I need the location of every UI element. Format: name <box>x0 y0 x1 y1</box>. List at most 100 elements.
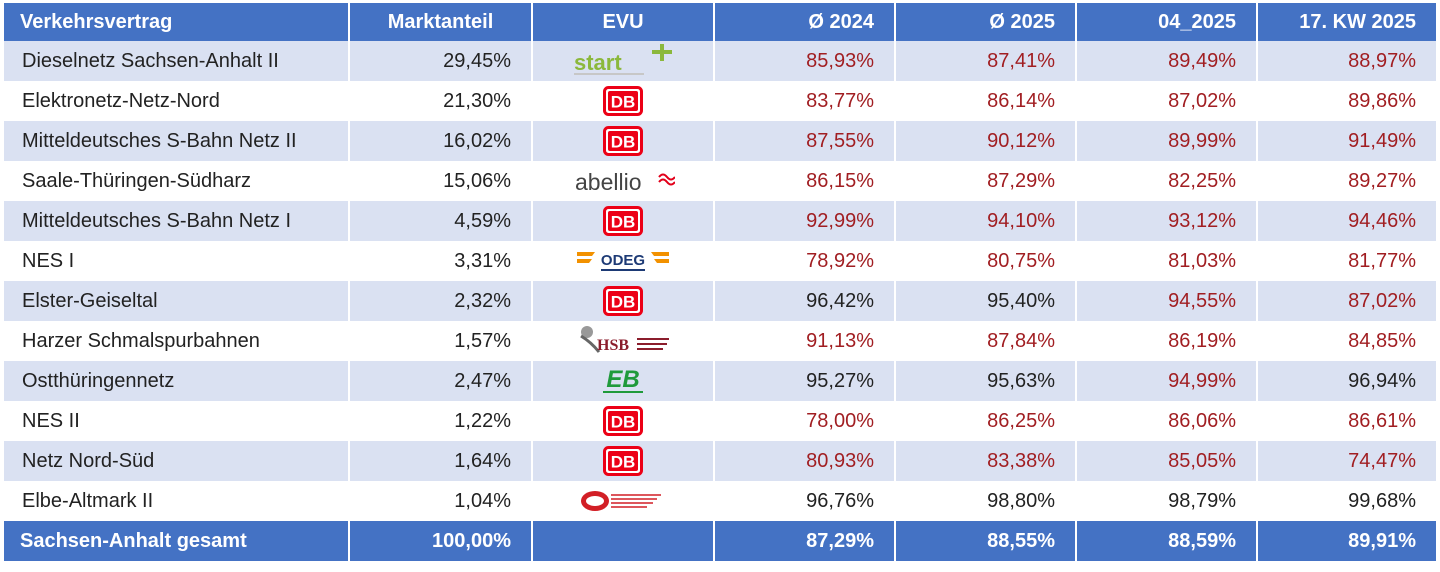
row-avg-2025: 98,80% <box>895 481 1077 521</box>
row-avg-2024: 83,77% <box>714 81 896 121</box>
table-row: Saale-Thüringen-Südharz 15,06% abellio 86,1… <box>4 161 1436 201</box>
table-row: Ostthüringennetz 2,47% EB 95,27% 95,63% 94,99… <box>4 361 1436 401</box>
row-avg-2025: 90,12% <box>895 121 1077 161</box>
db-logo-text: DB <box>611 213 636 232</box>
row-04-2025: 98,79% <box>1076 481 1258 521</box>
abellio-logo-text: abellio <box>575 169 642 195</box>
row-kw17-2025: 84,85% <box>1257 321 1436 361</box>
header-avg-2024: Ø 2024 <box>714 3 896 41</box>
evu-db-logo: DB <box>532 121 715 161</box>
row-share: 21,30% <box>349 81 533 121</box>
row-04-2025: 94,99% <box>1076 361 1258 401</box>
row-name: Netz Nord-Süd <box>4 441 350 481</box>
row-share: 15,06% <box>349 161 533 201</box>
punctuality-table: Verkehrsvertrag Marktanteil EVU Ø 2024 Ø… <box>4 3 1436 561</box>
row-name: NES I <box>4 241 350 281</box>
total-04-2025: 88,59% <box>1076 521 1258 561</box>
header-kw17-2025: 17. KW 2025 <box>1257 3 1436 41</box>
total-avg-2024: 87,29% <box>714 521 896 561</box>
db-logo-text: DB <box>611 133 636 152</box>
evu-db-logo: DB <box>532 81 715 121</box>
row-name: Mitteldeutsches S-Bahn Netz I <box>4 201 350 241</box>
evu-hans-logo <box>532 481 715 521</box>
row-share: 2,32% <box>349 281 533 321</box>
row-share: 4,59% <box>349 201 533 241</box>
row-04-2025: 93,12% <box>1076 201 1258 241</box>
row-name: Mitteldeutsches S-Bahn Netz II <box>4 121 350 161</box>
row-name: Elektronetz-Netz-Nord <box>4 81 350 121</box>
row-avg-2024: 96,76% <box>714 481 896 521</box>
row-avg-2024: 78,92% <box>714 241 896 281</box>
evu-eb-logo: EB <box>532 361 715 401</box>
header-04-2025: 04_2025 <box>1076 3 1258 41</box>
row-share: 1,57% <box>349 321 533 361</box>
table-row: Elster-Geiseltal 2,32% DB 96,42% 95,40% 94,55… <box>4 281 1436 321</box>
row-04-2025: 86,06% <box>1076 401 1258 441</box>
row-04-2025: 85,05% <box>1076 441 1258 481</box>
row-share: 1,64% <box>349 441 533 481</box>
row-avg-2024: 87,55% <box>714 121 896 161</box>
evu-hsb-logo: HSB <box>532 321 715 361</box>
evu-odeg-logo: ODEG <box>532 241 715 281</box>
row-avg-2024: 78,00% <box>714 401 896 441</box>
row-kw17-2025: 81,77% <box>1257 241 1436 281</box>
header-marktanteil: Marktanteil <box>349 3 533 41</box>
evu-db-logo: DB <box>532 201 715 241</box>
table-row: Mitteldeutsches S-Bahn Netz II 16,02% DB 87… <box>4 121 1436 161</box>
row-name: Elster-Geiseltal <box>4 281 350 321</box>
evu-db-logo: DB <box>532 441 715 481</box>
header-row: Verkehrsvertrag Marktanteil EVU Ø 2024 Ø… <box>4 3 1436 41</box>
row-avg-2025: 87,29% <box>895 161 1077 201</box>
row-name: Dieselnetz Sachsen-Anhalt II <box>4 41 350 81</box>
row-kw17-2025: 74,47% <box>1257 441 1436 481</box>
row-name: Harzer Schmalspurbahnen <box>4 321 350 361</box>
odeg-logo-text: ODEG <box>601 252 645 269</box>
row-avg-2025: 83,38% <box>895 441 1077 481</box>
total-evu <box>532 521 715 561</box>
table-row: Elektronetz-Netz-Nord 21,30% DB 83,77% 86,14… <box>4 81 1436 121</box>
evu-abellio-logo: abellio <box>532 161 715 201</box>
table-row: NES II 1,22% DB 78,00% 86,25% 86,06% 86,61% <box>4 401 1436 441</box>
row-share: 1,22% <box>349 401 533 441</box>
row-name: Ostthüringennetz <box>4 361 350 401</box>
db-logo-text: DB <box>611 93 636 112</box>
evu-db-logo: DB <box>532 401 715 441</box>
row-avg-2025: 86,14% <box>895 81 1077 121</box>
row-kw17-2025: 89,27% <box>1257 161 1436 201</box>
total-row: Sachsen-Anhalt gesamt 100,00% 87,29% 88,… <box>4 521 1436 561</box>
row-04-2025: 89,99% <box>1076 121 1258 161</box>
row-avg-2024: 80,93% <box>714 441 896 481</box>
total-avg-2025: 88,55% <box>895 521 1077 561</box>
row-share: 3,31% <box>349 241 533 281</box>
row-04-2025: 82,25% <box>1076 161 1258 201</box>
table-row: Dieselnetz Sachsen-Anhalt II 29,45% start 8… <box>4 41 1436 81</box>
table-row: Mitteldeutsches S-Bahn Netz I 4,59% DB 92,9… <box>4 201 1436 241</box>
row-avg-2024: 95,27% <box>714 361 896 401</box>
start-logo-text: start <box>574 50 622 75</box>
evu-start-logo: start <box>532 41 715 81</box>
hsb-logo-text: HSB <box>597 337 629 354</box>
row-share: 29,45% <box>349 41 533 81</box>
row-avg-2025: 87,41% <box>895 41 1077 81</box>
header-verkehrsvertrag: Verkehrsvertrag <box>4 3 350 41</box>
row-kw17-2025: 88,97% <box>1257 41 1436 81</box>
row-share: 1,04% <box>349 481 533 521</box>
row-avg-2024: 92,99% <box>714 201 896 241</box>
row-kw17-2025: 87,02% <box>1257 281 1436 321</box>
row-avg-2025: 87,84% <box>895 321 1077 361</box>
row-avg-2024: 96,42% <box>714 281 896 321</box>
row-avg-2025: 80,75% <box>895 241 1077 281</box>
row-share: 16,02% <box>349 121 533 161</box>
row-avg-2025: 95,63% <box>895 361 1077 401</box>
row-share: 2,47% <box>349 361 533 401</box>
table-row: Elbe-Altmark II 1,04% 96,76% 98,80% 98,79% 99… <box>4 481 1436 521</box>
evu-db-logo: DB <box>532 281 715 321</box>
row-kw17-2025: 91,49% <box>1257 121 1436 161</box>
db-logo-text: DB <box>611 453 636 472</box>
row-avg-2024: 86,15% <box>714 161 896 201</box>
row-04-2025: 94,55% <box>1076 281 1258 321</box>
total-kw17-2025: 89,91% <box>1257 521 1436 561</box>
row-kw17-2025: 94,46% <box>1257 201 1436 241</box>
row-04-2025: 89,49% <box>1076 41 1258 81</box>
row-kw17-2025: 96,94% <box>1257 361 1436 401</box>
